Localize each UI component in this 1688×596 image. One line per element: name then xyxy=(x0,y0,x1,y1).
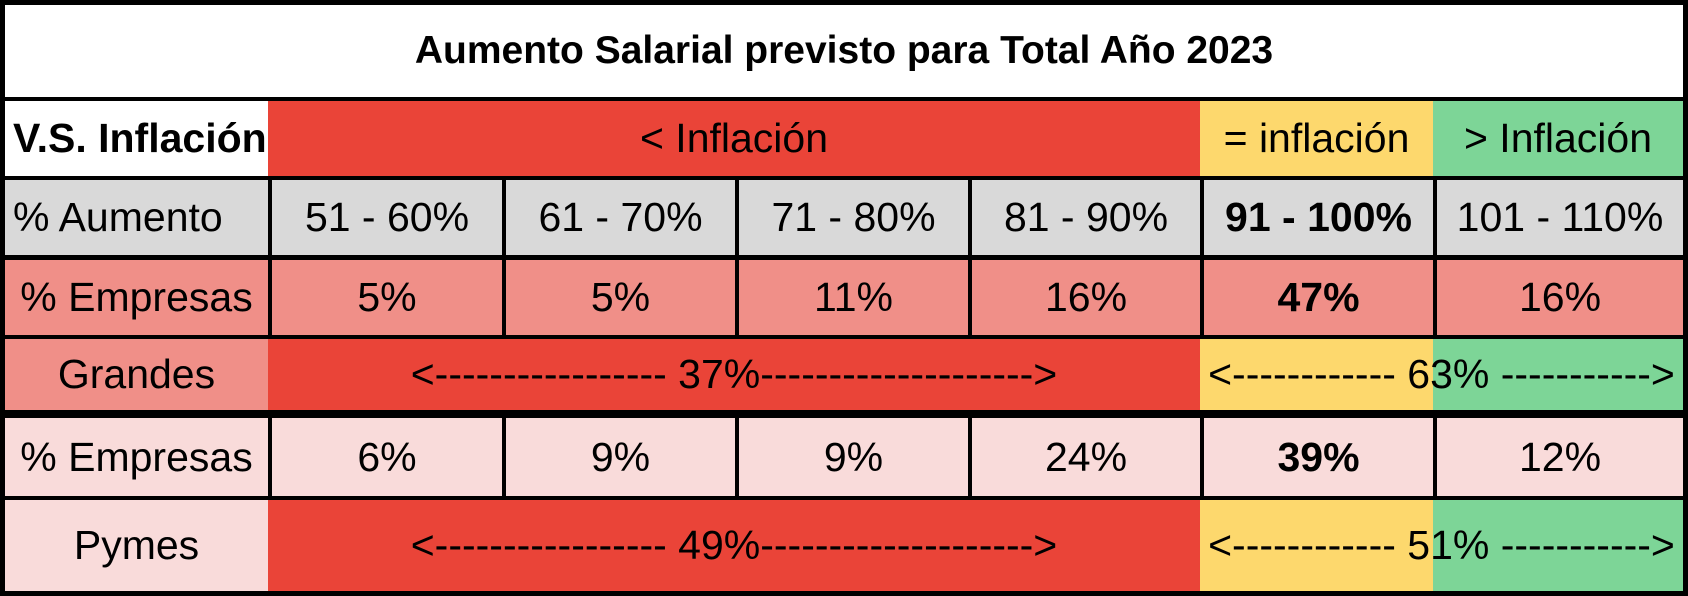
grandes-value-cell: 47% xyxy=(1204,260,1433,335)
pymes-label: Pymes xyxy=(5,500,268,591)
grandes-label: Grandes xyxy=(5,339,268,410)
pymes-value-cell: 24% xyxy=(972,418,1200,496)
pymes-below-summary: <----------------- 49%------------------… xyxy=(268,500,1200,591)
range-cell: 51 - 60% xyxy=(272,180,502,255)
grandes-pct-label: % Empresas xyxy=(5,260,268,335)
grandes-below-summary: <----------------- 37%------------------… xyxy=(268,339,1200,410)
range-cell: 101 - 110% xyxy=(1437,180,1683,255)
pymes-pct-label: % Empresas xyxy=(5,418,268,496)
grandes-equal-block xyxy=(1200,339,1433,410)
equal-inflation-header: = inflación xyxy=(1200,101,1433,176)
pymes-value-cell: 6% xyxy=(272,418,502,496)
pymes-above-summary: <------------ 51% -----------> xyxy=(1208,522,1675,568)
range-cell: 81 - 90% xyxy=(972,180,1200,255)
pymes-above-block xyxy=(1433,500,1683,591)
pymes-value-cell: 12% xyxy=(1437,418,1683,496)
grandes-value-cell: 5% xyxy=(272,260,502,335)
pymes-value-cell: 9% xyxy=(739,418,968,496)
pymes-value-cell: 39% xyxy=(1204,418,1433,496)
grandes-value-cell: 16% xyxy=(972,260,1200,335)
pymes-value-cell: 9% xyxy=(506,418,735,496)
range-cell: 91 - 100% xyxy=(1204,180,1433,255)
table-title: Aumento Salarial previsto para Total Año… xyxy=(5,5,1683,97)
inflation-row-label: V.S. Inflación xyxy=(5,101,268,176)
range-cell: 71 - 80% xyxy=(739,180,968,255)
grandes-above-block xyxy=(1433,339,1683,410)
grandes-value-cell: 5% xyxy=(506,260,735,335)
above-inflation-header: > Inflación xyxy=(1433,101,1683,176)
ranges-row-label: % Aumento xyxy=(5,180,268,255)
below-inflation-header: < Inflación xyxy=(268,101,1200,176)
range-cell: 61 - 70% xyxy=(506,180,735,255)
grandes-above-summary: <------------ 63% -----------> xyxy=(1208,351,1675,397)
grandes-value-cell: 11% xyxy=(739,260,968,335)
grandes-value-cell: 16% xyxy=(1437,260,1683,335)
pymes-equal-block xyxy=(1200,500,1433,591)
